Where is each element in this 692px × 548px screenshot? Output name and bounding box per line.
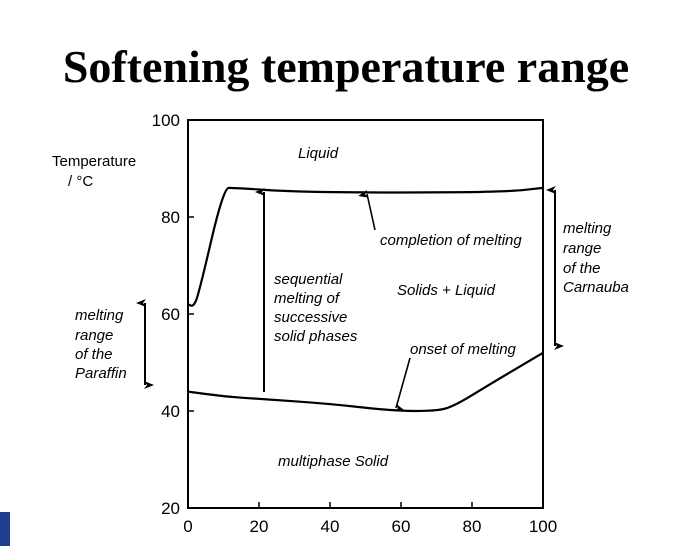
logo: [0, 512, 10, 546]
label-completion: completion of melting: [380, 232, 522, 249]
label-paraffin-1: melting: [75, 307, 124, 324]
y-tick-label: 60: [161, 305, 180, 324]
x-tick-label: 100: [529, 517, 557, 536]
completion-of-melting-curve: [187, 186, 544, 307]
label-sequential-4: solid phases: [274, 328, 358, 345]
y-axis-unit: / °C: [68, 173, 93, 190]
label-liquid: Liquid: [298, 145, 339, 162]
y-axis-label: Temperature: [52, 153, 136, 170]
x-tick-label: 0: [183, 517, 192, 536]
x-tick-label: 60: [392, 517, 411, 536]
y-tick-label: 100: [152, 111, 180, 130]
onset-of-melting-curve: [187, 351, 544, 413]
onset-arrow: [393, 357, 411, 412]
completion-arrow: [358, 189, 376, 231]
y-tick-label: 80: [161, 208, 180, 227]
label-carnauba-1: melting: [563, 220, 612, 237]
label-paraffin-4: Paraffin: [75, 365, 127, 382]
plot-frame: [187, 119, 544, 509]
label-carnauba-2: range: [563, 240, 601, 257]
x-tick-label: 20: [250, 517, 269, 536]
y-tick-label: 20: [161, 499, 180, 518]
y-tick-label: 40: [161, 402, 180, 421]
label-sequential-2: melting of: [274, 290, 341, 307]
label-paraffin-3: of the: [75, 346, 113, 363]
label-sequential-3: successive: [274, 309, 347, 326]
label-sequential-1: sequential: [274, 271, 343, 288]
x-tick-label: 40: [321, 517, 340, 536]
label-carnauba-3: of the: [563, 260, 601, 277]
label-paraffin-2: range: [75, 327, 113, 344]
x-tick-label: 80: [463, 517, 482, 536]
label-onset: onset of melting: [410, 341, 517, 358]
label-multiphase: multiphase Solid: [278, 453, 389, 470]
label-carnauba-4: Carnauba: [563, 279, 629, 296]
slide-title: Softening temperature range: [62, 41, 630, 92]
label-solids-liquid: Solids + Liquid: [397, 282, 496, 299]
